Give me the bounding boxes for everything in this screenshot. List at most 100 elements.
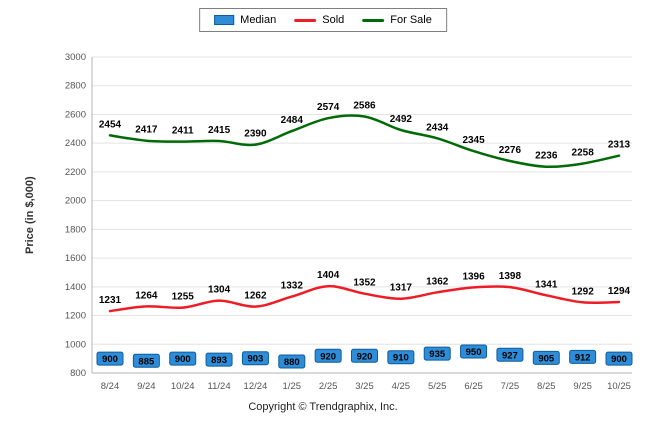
x-tick-label: 8/24 [101,381,120,392]
median-value-label: 920 [357,351,373,362]
y-tick-label: 2800 [65,81,86,92]
x-tick-label: 3/25 [355,381,374,392]
sold-value-label: 1304 [208,285,231,296]
for-sale-value-label: 2434 [426,122,449,133]
for-sale-value-label: 2484 [281,115,304,126]
for-sale-value-label: 2574 [317,102,340,113]
y-tick-label: 2400 [65,138,86,149]
sold-value-label: 1396 [462,271,485,282]
x-tick-label: 2/25 [319,381,338,392]
sold-value-label: 1292 [572,286,595,297]
median-marker [496,347,524,362]
legend-item-for-sale: For Sale [362,14,432,26]
median-marker [460,344,488,359]
y-tick-label: 2000 [65,196,86,207]
median-value-label: 903 [247,354,263,365]
for-sale-value-label: 2411 [172,126,194,137]
x-tick-label: 1/25 [283,381,302,392]
median-marker [532,350,560,365]
median-value-label: 950 [466,347,482,358]
sold-value-label: 1352 [353,278,376,289]
sold-line [108,284,621,313]
for-sale-value-label: 2276 [499,145,522,156]
for-sale-value-label: 2345 [462,135,485,146]
y-tick-label: 1400 [65,282,86,293]
median-marker [241,351,269,366]
sold-value-label: 1404 [317,270,340,281]
legend-label-for-sale: For Sale [390,14,432,26]
x-tick-label: 7/25 [501,381,520,392]
legend-label-sold: Sold [322,14,345,26]
median-value-label: 900 [102,354,118,365]
sold-value-label: 1255 [172,292,195,303]
median-value-label: 905 [538,353,555,364]
y-axis-title: Price (in $,000) [24,176,36,254]
sold-value-label: 1264 [135,290,158,301]
median-value-label: 910 [393,353,409,364]
median-value-label: 912 [575,352,591,363]
x-tick-label: 11/24 [208,381,231,392]
y-tick-label: 1000 [65,339,86,350]
median-value-label: 893 [211,355,227,366]
median-marker [205,352,233,367]
median-marker [169,351,197,366]
x-tick-label: 9/24 [137,381,156,392]
median-marker [569,349,597,364]
for-sale-value-label: 2258 [572,148,595,159]
median-marker [605,351,633,366]
sold-value-label: 1332 [281,281,304,292]
sold-value-label: 1362 [426,276,449,287]
median-value-label: 900 [175,354,191,365]
y-tick-label: 3000 [65,52,86,63]
sold-value-label: 1341 [535,279,558,290]
for-sale-value-label: 2236 [535,151,558,162]
copyright-text: Copyright © Trendgraphix, Inc. [248,401,398,413]
median-value-label: 900 [611,354,627,365]
legend-item-median: Median [214,14,276,26]
median-value-label: 935 [429,349,446,360]
sold-value-label: 1317 [390,283,413,294]
for-sale-value-label: 2313 [608,140,631,151]
chart-legend: Median Sold For Sale [199,8,447,32]
median-value-label: 920 [320,351,336,362]
x-tick-label: 10/24 [171,381,195,392]
for-sale-value-label: 2454 [99,119,122,130]
x-tick-label: 8/25 [537,381,556,392]
for-sale-value-label: 2415 [208,125,231,136]
sold-value-label: 1294 [608,286,631,297]
legend-item-sold: Sold [294,14,344,26]
median-marker [96,351,124,366]
legend-label-median: Median [240,14,277,26]
median-value-label: 885 [138,356,155,367]
median-marker [423,346,451,361]
sold-line-icon [294,18,317,22]
median-marker [387,350,415,365]
y-tick-label: 2600 [65,109,86,120]
y-tick-label: 800 [70,368,86,379]
for-sale-value-label: 2390 [244,129,267,140]
y-tick-label: 1800 [65,224,86,235]
x-tick-label: 5/25 [428,381,447,392]
for-sale-line [108,114,621,169]
for-sale-value-label: 2492 [390,114,413,125]
y-tick-label: 1600 [65,253,86,264]
for-sale-value-label: 2586 [353,100,376,111]
median-marker [278,354,306,369]
sold-value-label: 1398 [499,271,522,282]
for-sale-value-label: 2417 [135,125,158,136]
for-sale-line-icon [362,18,385,22]
median-swatch-icon [214,15,235,25]
sold-value-label: 1262 [244,291,267,302]
median-value-label: 927 [502,350,518,361]
median-marker [132,353,160,368]
y-tick-label: 1200 [65,311,86,322]
median-value-label: 880 [284,357,300,368]
median-marker [314,348,342,363]
x-tick-label: 12/24 [244,381,268,392]
x-tick-label: 6/25 [464,381,483,392]
x-tick-label: 4/25 [392,381,411,392]
sold-value-label: 1231 [99,295,122,306]
x-tick-label: 10/25 [607,381,631,392]
